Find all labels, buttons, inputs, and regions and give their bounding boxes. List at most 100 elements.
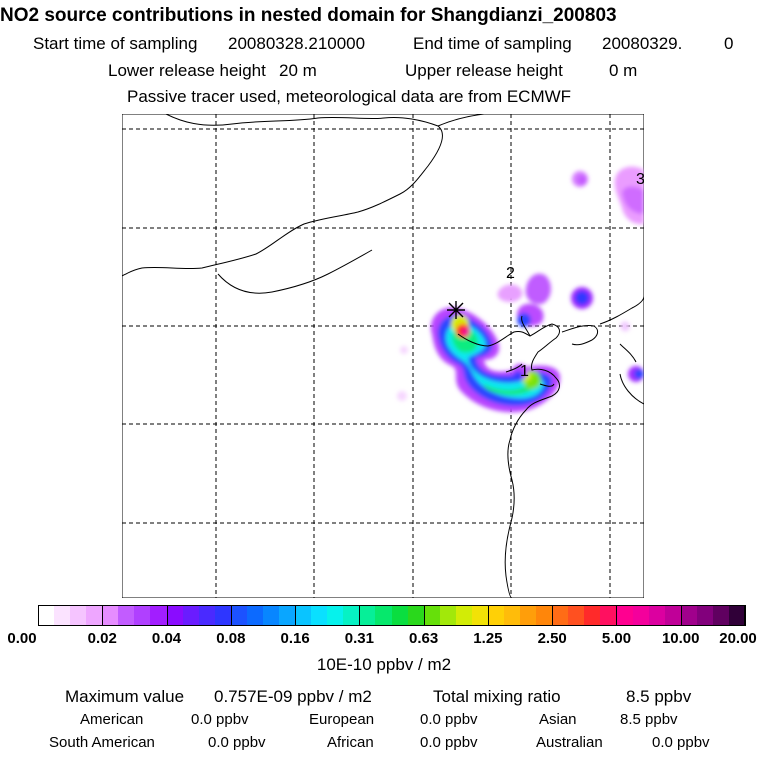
colorbar-tick-label: 0.00 — [7, 630, 37, 647]
colorbar-swatch — [343, 605, 360, 626]
colorbar-swatch — [279, 605, 296, 626]
colorbar-swatch — [150, 605, 168, 626]
colorbar-swatch — [584, 605, 601, 626]
colorbar-tick-label: 20.00 — [719, 630, 757, 647]
max-value: 0.757E-09 ppbv / m2 — [214, 687, 372, 706]
map-label-1: 1 — [520, 363, 529, 380]
max-value-label: Maximum value — [65, 687, 185, 706]
coastlines — [122, 114, 644, 598]
colorbar-tick-label: 1.25 — [473, 630, 503, 647]
colorbar-divider — [102, 605, 104, 626]
end-time-value: 20080329. — [602, 34, 683, 53]
map-label-2: 2 — [506, 265, 515, 282]
colorbar-swatch — [503, 605, 521, 626]
colorbar-divider — [487, 605, 489, 626]
map-label-3: 3 — [636, 171, 644, 188]
colorbar-divider — [230, 605, 232, 626]
colorbar-swatch — [134, 605, 152, 626]
colorbar-swatch — [182, 605, 200, 626]
colorbar-swatch — [407, 605, 425, 626]
start-time-value: 20080328.210000 — [228, 34, 366, 53]
colorbar-swatch — [471, 605, 489, 626]
colorbar-swatch — [54, 605, 71, 626]
region-european-name: European — [309, 711, 375, 728]
colorbar-divider — [745, 605, 746, 626]
colorbar-swatch — [262, 605, 280, 626]
colorbar-divider — [359, 605, 361, 626]
colorbar-swatch — [568, 605, 585, 626]
colorbar-swatch — [728, 605, 746, 626]
total-mixing-value: 8.5 ppbv — [626, 687, 692, 706]
region-american-name: American — [80, 711, 144, 728]
colorbar-swatch — [38, 605, 55, 626]
lower-release-value: 20 m — [279, 61, 317, 80]
upper-release-label: Upper release height — [405, 61, 563, 80]
region-asian-value: 8.5 ppbv — [620, 711, 678, 728]
end-time-label: End time of sampling — [413, 34, 572, 53]
colorbar-swatch — [439, 605, 457, 626]
colorbar-swatch — [214, 605, 232, 626]
colorbar-swatch — [246, 605, 264, 626]
colorbar-tick-label: 0.04 — [151, 630, 182, 647]
lower-release-label: Lower release height — [108, 61, 266, 80]
colorbar-swatch — [487, 605, 505, 626]
colorbar-divider — [552, 605, 554, 626]
colorbar-tick-label: 0.02 — [87, 630, 117, 647]
colorbar-swatch — [455, 605, 473, 626]
colorbar-divider — [166, 605, 168, 626]
colorbar-swatch — [648, 605, 666, 626]
region-south-american-name: South American — [49, 734, 155, 751]
map-panel: 1 2 3 — [122, 114, 644, 598]
colorbar-swatch — [86, 605, 103, 626]
region-asian-name: Asian — [539, 711, 577, 728]
colorbar-swatch — [552, 605, 569, 626]
start-time-label: Start time of sampling — [33, 34, 198, 53]
colorbar-tick-label: 10.00 — [661, 630, 700, 647]
colorbar-divider — [295, 605, 297, 626]
colorbar-tick-label: 0.08 — [216, 630, 246, 647]
region-australian-name: Australian — [536, 734, 603, 751]
colorbar-swatch — [632, 605, 650, 626]
colorbar-swatch — [118, 605, 135, 626]
colorbar-swatch — [102, 605, 119, 626]
colorbar-swatch — [230, 605, 248, 626]
colorbar-divider — [616, 605, 618, 626]
colorbar-swatch — [536, 605, 553, 626]
colorbar-swatch — [311, 605, 328, 626]
colorbar-tick-label: 0.16 — [280, 630, 310, 647]
colorbar-tick-label: 5.00 — [601, 630, 632, 647]
colorbar-frame — [38, 605, 745, 626]
colorbar-divider — [680, 605, 682, 626]
receptor-asterisk-marker — [447, 301, 465, 319]
region-american-value: 0.0 ppbv — [191, 711, 249, 728]
model-note: Passive tracer used, meteorological data… — [127, 87, 572, 106]
colorbar-swatch — [664, 605, 682, 626]
map-frame — [122, 114, 644, 598]
colorbar-swatch — [680, 605, 698, 626]
colorbar-swatch — [696, 605, 714, 626]
colorbar-swatch — [391, 605, 409, 626]
colorbar-swatch — [198, 605, 216, 626]
colorbar-divider — [423, 605, 425, 626]
colorbar-swatch — [295, 605, 312, 626]
colorbar-swatch — [712, 605, 730, 626]
region-south-american-value: 0.0 ppbv — [208, 734, 266, 751]
region-african-value: 0.0 ppbv — [420, 734, 478, 751]
colorbar-tick-label: 0.31 — [344, 630, 374, 647]
colorbar-swatch — [600, 605, 618, 626]
region-australian-value: 0.0 ppbv — [652, 734, 710, 751]
region-african-name: African — [327, 734, 374, 751]
colorbar-swatch — [520, 605, 537, 626]
colorbar-unit: 10E-10 ppbv / m2 — [316, 655, 452, 674]
colorbar-swatch — [70, 605, 87, 626]
upper-release-value: 0 m — [609, 61, 638, 80]
colorbar-swatch — [423, 605, 441, 626]
colorbar-swatch — [359, 605, 377, 626]
colorbar-tick-label: 2.50 — [537, 630, 567, 647]
figure-title: NO2 source contributions in nested domai… — [0, 5, 617, 26]
region-european-value: 0.0 ppbv — [420, 711, 478, 728]
colorbar-tick-label: 0.63 — [409, 630, 439, 647]
colorbar-swatch — [375, 605, 393, 626]
colorbar-swatch — [166, 605, 184, 626]
total-mixing-label: Total mixing ratio — [433, 687, 561, 706]
